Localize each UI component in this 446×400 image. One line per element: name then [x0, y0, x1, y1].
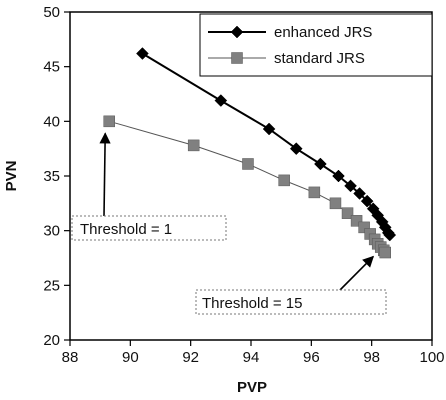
legend-box [199, 13, 433, 77]
legend-marker [230, 25, 244, 39]
series-standard-jrs [103, 115, 391, 259]
data-point [383, 228, 397, 242]
data-point [136, 47, 149, 60]
data-point [350, 215, 363, 227]
data-point [329, 197, 342, 210]
data-point [353, 187, 366, 200]
annotation-arrow [99, 132, 111, 217]
y-tick-label: 50 [43, 4, 60, 21]
annotation-layer: Threshold = 1 Threshold = 15 [71, 132, 387, 315]
annotation-label: Threshold = 1 [80, 221, 172, 238]
y-tick-label: 45 [43, 59, 60, 76]
annotation-box [195, 289, 387, 315]
series-layer [103, 47, 397, 259]
legend: enhanced JRS standard JRS [199, 13, 433, 77]
data-point [278, 174, 290, 187]
legend-entry-label: enhanced JRS [274, 24, 372, 41]
x-axis-title: PVP [237, 379, 267, 396]
series-enhanced-jrs [136, 47, 397, 242]
y-tick-label: 40 [43, 113, 60, 130]
annotation-label: Threshold = 15 [202, 295, 302, 312]
data-point [314, 157, 327, 171]
data-point [289, 142, 303, 156]
annotation-arrow [339, 255, 375, 291]
x-tick-label: 96 [303, 349, 320, 366]
y-tick-label: 25 [43, 277, 60, 294]
data-point [332, 169, 345, 183]
y-tick-label: 35 [43, 168, 60, 185]
x-tick-label: 100 [419, 349, 444, 366]
y-tick-label: 30 [43, 223, 60, 240]
data-point [103, 115, 115, 128]
data-point [187, 139, 200, 152]
data-point [360, 194, 374, 208]
annotation: Threshold = 15 [195, 255, 387, 315]
y-axis-title: PVN [3, 161, 20, 192]
legend-marker [231, 52, 243, 64]
data-point [308, 186, 321, 199]
x-tick-label: 92 [182, 349, 199, 366]
data-point [214, 94, 228, 107]
annotation: Threshold = 1 [71, 132, 227, 241]
data-point [262, 122, 276, 136]
legend-entry-label: standard JRS [274, 50, 365, 67]
x-tick-label: 98 [363, 349, 380, 366]
plot-area: 20 25 30 35 40 45 50 88 90 92 94 96 98 100 [43, 4, 444, 366]
x-tick-label: 90 [122, 349, 139, 366]
data-point [379, 246, 391, 259]
x-tick-label: 94 [243, 349, 260, 366]
data-point [358, 221, 370, 234]
data-point [344, 179, 357, 193]
annotation-box [71, 215, 227, 241]
data-point [242, 158, 254, 170]
y-tick-label: 20 [43, 332, 60, 349]
x-tick-label: 88 [62, 349, 79, 366]
data-point [341, 207, 354, 219]
